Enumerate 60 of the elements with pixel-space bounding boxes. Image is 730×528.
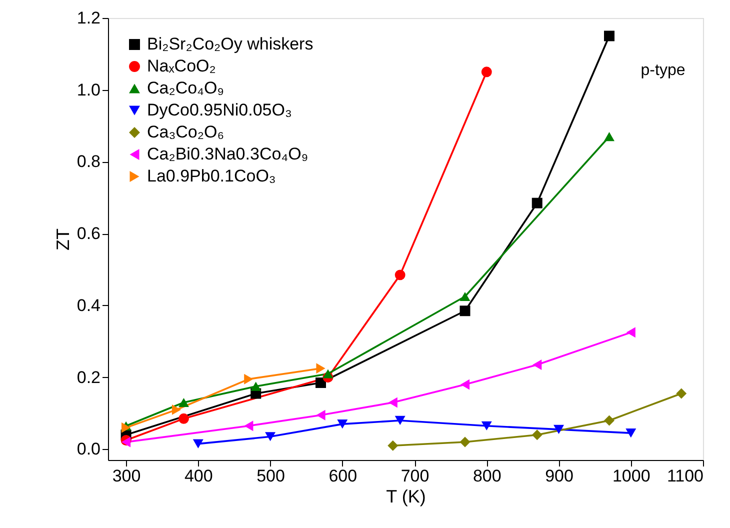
y-tick-label: 0.2: [76, 368, 100, 387]
point: [316, 410, 326, 420]
point: [676, 388, 687, 399]
legend-label: NaₓCoO₂: [147, 56, 216, 76]
x-tick-label: 700: [400, 466, 430, 486]
point: [481, 66, 492, 78]
point: [121, 422, 131, 433]
y-tick-label: 0.6: [76, 224, 100, 244]
x-tick-label: 900: [545, 466, 574, 486]
point: [554, 424, 564, 434]
point: [250, 382, 262, 391]
point: [394, 416, 406, 426]
point: [481, 421, 492, 430]
legend-label: Ca₃Co₂O₆: [147, 122, 224, 142]
legend-label: Ca₂Co₄O₉: [147, 78, 224, 98]
point: [604, 132, 614, 142]
point: [460, 436, 470, 448]
point: [178, 398, 189, 408]
y-axis-title: ZT: [52, 228, 73, 250]
y-tick-label: 0.8: [76, 152, 100, 172]
point: [460, 292, 470, 302]
y-tick-label: 1.2: [76, 8, 100, 28]
x-tick-label: 1000: [612, 466, 650, 486]
point: [460, 379, 470, 390]
point: [604, 415, 614, 426]
y-tick-label: 0.4: [76, 296, 100, 315]
point: [192, 439, 204, 448]
legend-label: DyCo0.95Ni0.05O₃: [147, 100, 292, 120]
point: [178, 413, 189, 424]
point: [532, 430, 542, 440]
x-tick-label: 800: [472, 466, 502, 486]
point: [394, 270, 406, 280]
point: [316, 363, 326, 374]
x-axis-title: T (K): [386, 486, 426, 506]
point: [172, 404, 182, 415]
point: [604, 30, 614, 42]
point: [388, 440, 398, 451]
point: [265, 432, 276, 442]
point: [626, 428, 636, 438]
point: [532, 198, 542, 208]
point: [244, 374, 254, 384]
y-tick-label: 0.0: [76, 440, 100, 459]
x-tick-label: 500: [256, 466, 285, 486]
point: [626, 327, 636, 338]
legend-label: Bi₂Sr₂Co₂Oy whiskers: [147, 34, 314, 54]
point: [316, 377, 326, 388]
x-tick-label: 300: [112, 466, 141, 486]
x-tick-label: 600: [328, 466, 358, 486]
point: [388, 397, 398, 408]
y-tick-label: 1.0: [76, 80, 100, 100]
x-tick-label: 400: [184, 466, 213, 486]
legend-label: La0.9Pb0.1CoO₃: [147, 166, 276, 186]
point: [337, 420, 348, 429]
point: [532, 360, 542, 370]
annotation: p-type: [640, 62, 686, 79]
x-tick-label: 1100: [666, 466, 704, 486]
point: [460, 306, 470, 316]
legend-label: Ca₂Bi0.3Na0.3Co₄O₉: [147, 144, 308, 164]
point: [322, 369, 334, 378]
point: [244, 420, 254, 432]
